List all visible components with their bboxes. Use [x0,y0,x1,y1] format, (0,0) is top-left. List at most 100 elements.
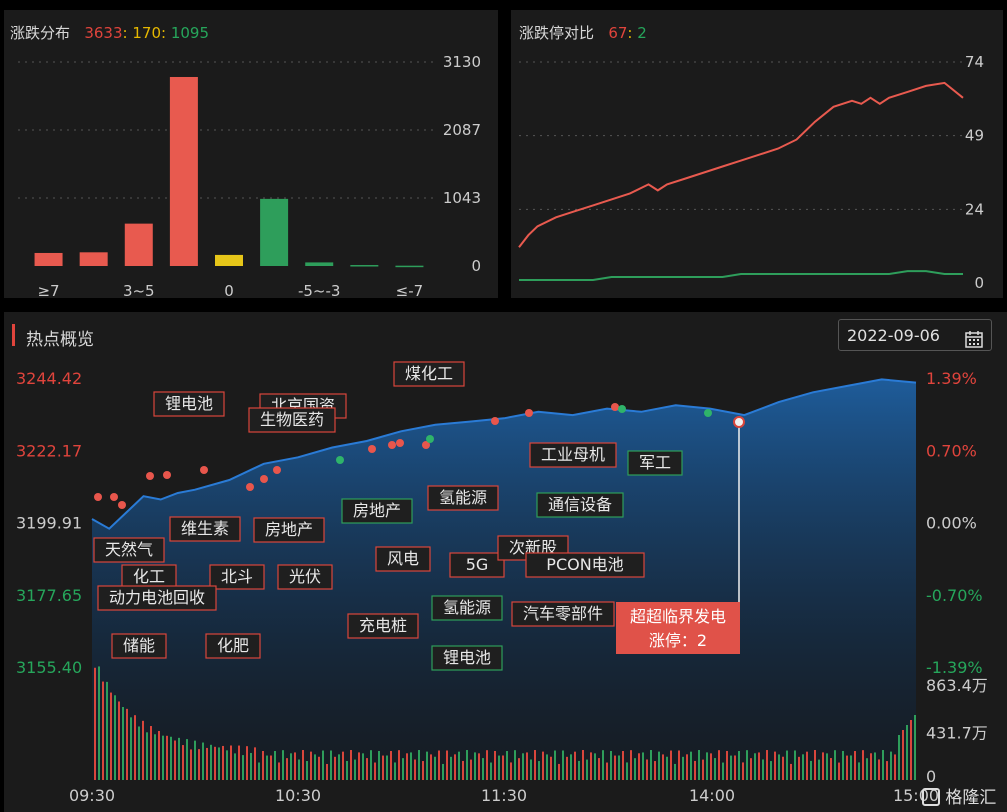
event-dot [118,501,126,509]
volume-bar [758,752,760,780]
y-tick-label: 2087 [443,121,481,139]
volume-bar [686,754,688,780]
bar [169,76,198,266]
volume-bar [458,751,460,780]
calendar-icon[interactable] [965,327,983,359]
concept-tag-label: 动力电池回收 [109,588,205,607]
volume-bar [550,756,552,780]
limit-down-count: 2 [637,24,647,42]
volume-bar [154,734,156,780]
time-label: 15:00 [893,786,939,805]
volume-bar [578,760,580,780]
volume-bar [734,755,736,780]
volume-bar [298,759,300,780]
volume-bar [538,761,540,780]
volume-bar [730,755,732,780]
volume-bar [318,756,320,780]
event-dot [94,493,102,501]
event-dot [163,471,171,479]
event-dot [396,439,404,447]
volume-bar [878,759,880,780]
volume-bar [422,761,424,780]
limit-down-line [519,270,963,281]
volume-bar [766,750,768,780]
volume-bar [138,726,140,780]
distribution-panel: 涨跌分布 3633: 170: 1095 3130 2087 1043 0 ≥7 3~5 0… [4,10,498,298]
tooltip-line1: 超超临界发电 [630,607,726,626]
concept-tag [277,564,333,590]
distribution-title-text: 涨跌分布 [10,24,71,42]
volume-bar [598,758,600,780]
volume-bar [230,745,232,780]
time-label: 09:30 [69,786,115,805]
volume-bar [522,753,524,780]
limit-up-line [518,81,964,248]
volume-bar [174,740,176,780]
volume-bar [274,751,276,780]
volume-bar [510,762,512,780]
volume-bar [162,735,164,780]
volume-bar [842,750,844,780]
volume-bar [102,681,104,780]
volume-bar [210,744,212,780]
volume-bar [662,754,664,780]
volume-bar [862,750,864,780]
volume-bar [238,745,240,780]
date-picker[interactable]: 2022-09-06 [838,319,992,351]
left-y-tick: 3155.40 [16,658,82,677]
volume-bar [738,751,740,780]
concept-tag [511,601,615,627]
bar [395,265,424,268]
left-y-tick: 3244.42 [16,369,82,388]
volume-bar [742,762,744,780]
volume-bar [702,759,704,780]
left-y-tick: 3222.17 [16,441,82,460]
event-dot [704,409,712,417]
concept-tag-label: 充电桩 [359,616,407,635]
cursor-dot [733,416,745,428]
sep: : [627,24,633,42]
x-tick-label: 3~5 [123,282,155,298]
volume-bar [610,750,612,780]
volume-bar [894,754,896,780]
volume-bar [858,762,860,780]
concept-tag-label: 氢能源 [439,488,487,507]
concept-tag-label: 光伏 [289,567,321,586]
volume-bar [614,755,616,780]
volume-bar [810,760,812,780]
x-tick-label: -5~-3 [298,282,340,298]
concept-tag [427,485,499,511]
right-y-tick: 1.39% [926,369,977,388]
volume-bar [582,750,584,780]
y-tick-label: 0 [471,257,481,275]
event-dot [426,435,434,443]
volume-bar [874,752,876,780]
volume-bar [122,707,124,780]
event-dot [525,409,533,417]
concept-tag [248,407,336,433]
volume-bar [130,717,132,780]
event-dot [246,483,254,491]
right-y-tick: 0.00% [926,514,977,533]
volume-bar [190,749,192,780]
volume-bar [562,750,564,780]
volume-bar [630,750,632,780]
concept-tag [431,595,503,621]
volume-bar [454,754,456,780]
volume-bar [790,763,792,780]
volume-bar [182,745,184,780]
volume-bar [778,754,780,780]
volume-bar [570,754,572,780]
volume-bar [806,751,808,780]
limit-title: 涨跌停对比 67: 2 [519,22,647,43]
volume-bar [306,761,308,780]
tooltip-box [616,602,740,654]
concept-tag-label: 房地产 [353,501,401,520]
concept-tag [449,552,505,578]
volume-bar [554,750,556,780]
volume-bar [446,750,448,780]
event-dot [388,441,396,449]
volume-bar [394,762,396,780]
volume-bar [414,759,416,780]
event-dot [422,441,430,449]
